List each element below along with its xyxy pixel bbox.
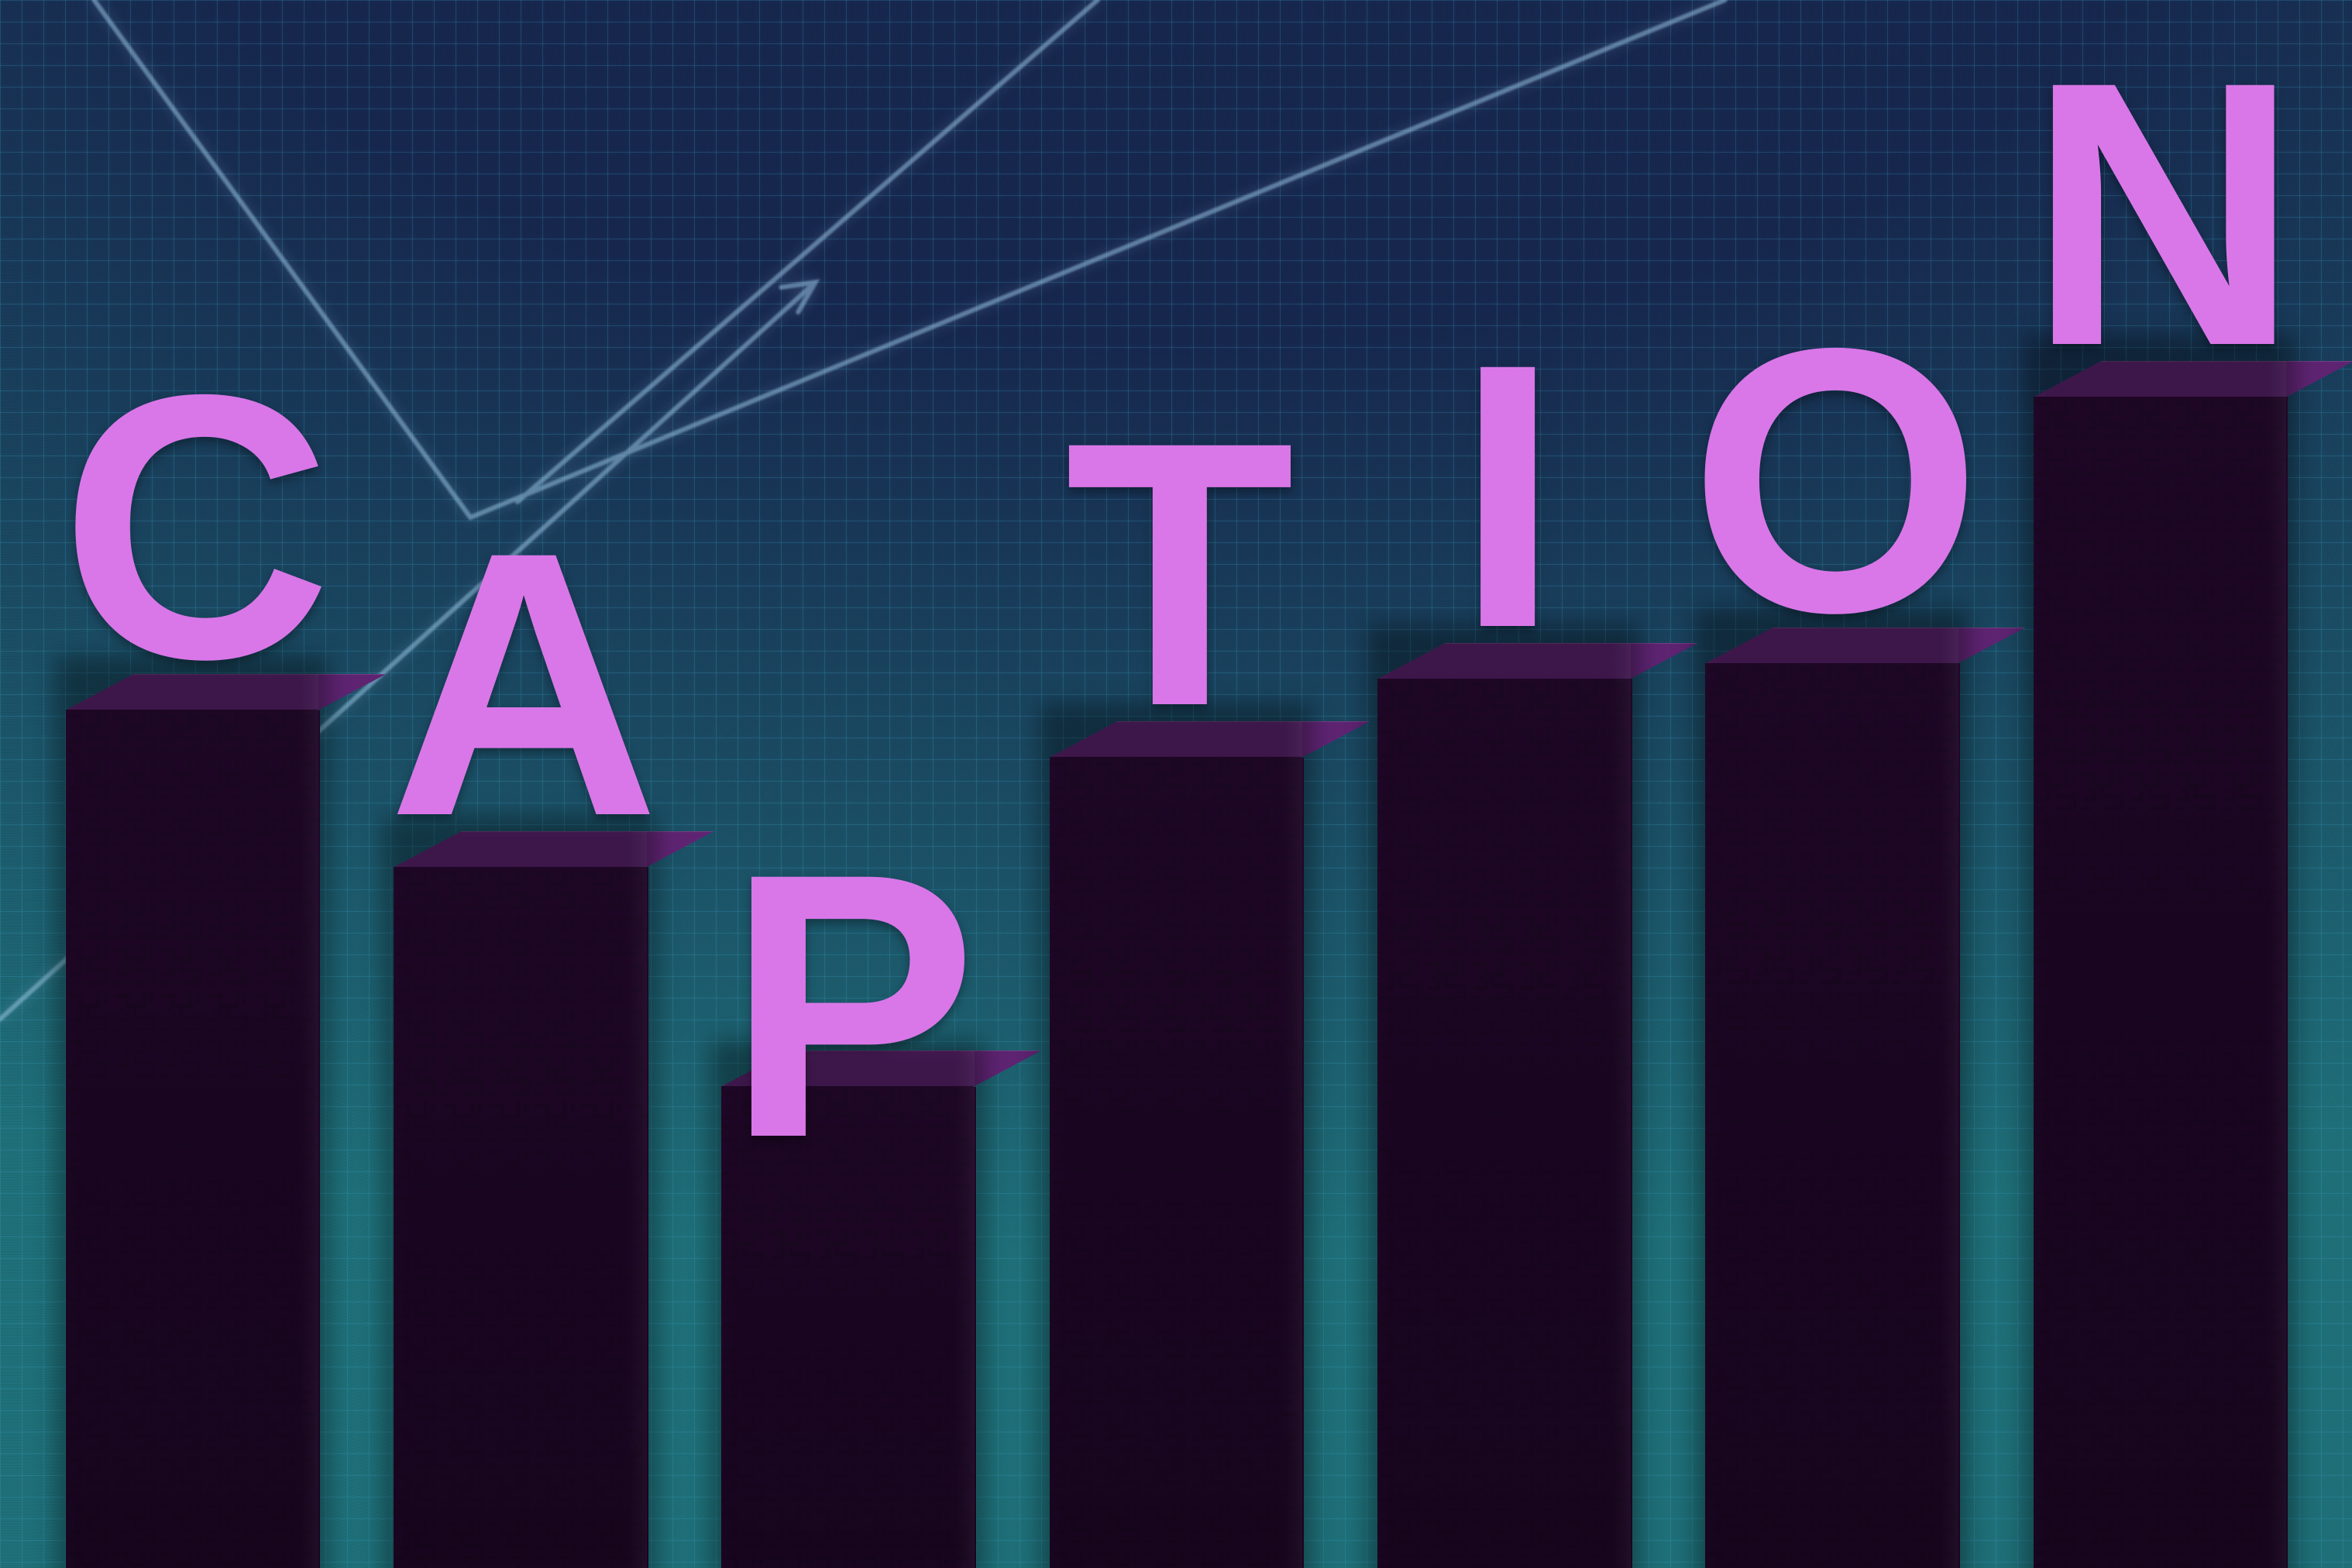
bar bbox=[1377, 643, 1630, 1568]
bar-slot: A bbox=[394, 0, 646, 1568]
bar bbox=[394, 831, 646, 1568]
letter-t: T bbox=[1064, 428, 1287, 721]
bar-slot: O bbox=[1705, 0, 1958, 1568]
bar-slot: P bbox=[721, 0, 974, 1568]
bar-shadow bbox=[56, 656, 329, 1568]
bars-container: CAPTION bbox=[0, 0, 2352, 1568]
letter-a: A bbox=[388, 538, 652, 831]
bar bbox=[2034, 361, 2286, 1568]
bar-slot: C bbox=[66, 0, 318, 1568]
letter-n: N bbox=[2027, 67, 2292, 361]
bar-shadow bbox=[1040, 704, 1313, 1568]
bar bbox=[66, 674, 318, 1568]
bar-slot: I bbox=[1377, 0, 1630, 1568]
letter-i: I bbox=[1456, 349, 1553, 643]
letter-p: P bbox=[726, 859, 969, 1153]
bar-slot: N bbox=[2034, 0, 2286, 1568]
bar-shadow bbox=[2024, 336, 2297, 1568]
bar-shadow bbox=[1367, 624, 1641, 1568]
bar-shadow bbox=[1695, 608, 1969, 1568]
bar bbox=[1050, 721, 1302, 1568]
bar bbox=[1705, 628, 1958, 1568]
letter-c: C bbox=[60, 380, 324, 674]
bar-shadow bbox=[383, 817, 657, 1568]
letter-o: O bbox=[1690, 334, 1975, 628]
bar-slot: T bbox=[1050, 0, 1302, 1568]
caption-bar-chart-infographic: CAPTION bbox=[0, 0, 2352, 1568]
